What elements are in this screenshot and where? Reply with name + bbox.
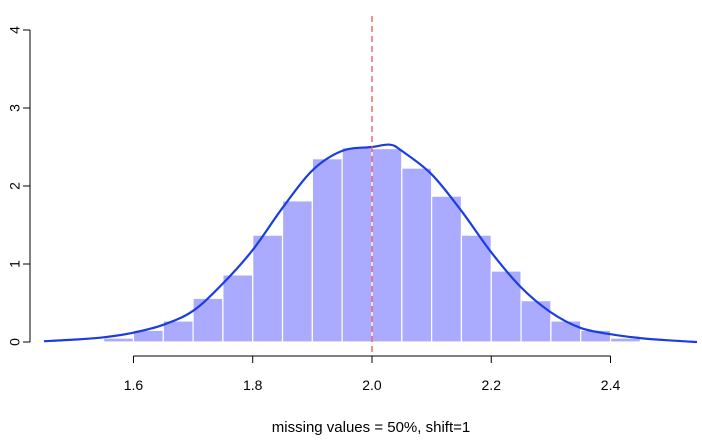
watermark-text: https://blog.csdn.net/qq_19600291: [481, 419, 696, 435]
x-axis: 1.6 1.8 2.0 2.2 2.4: [124, 355, 621, 393]
y-tick-label-2: 2: [7, 182, 23, 190]
histogram-bar-16: [580, 329, 612, 343]
histogram-bar-11: [431, 195, 463, 343]
density-curve: [43, 143, 698, 344]
x-tick-label-4: 2.4: [601, 377, 621, 393]
y-tick-label-3: 3: [7, 104, 23, 112]
histogram-bar-9: [371, 147, 403, 343]
x-axis-label: missing values = 50%, shift=1: [272, 419, 470, 436]
x-tick-label-1: 1.8: [243, 377, 263, 393]
histogram-bar-15: [550, 320, 582, 343]
histogram-bar-8: [341, 147, 373, 343]
histogram-bar-6: [281, 200, 313, 343]
x-tick-label-3: 2.2: [482, 377, 502, 393]
y-tick-label-1: 1: [7, 260, 23, 268]
histogram-bar-10: [401, 167, 433, 343]
histogram-bar-5: [252, 234, 284, 343]
y-tick-label-0: 0: [7, 338, 23, 346]
y-axis: 0 1 2 3 4: [7, 26, 31, 346]
x-tick-label-2: 2.0: [362, 377, 382, 393]
histogram-bar-3: [192, 297, 224, 343]
density-curve-layer: [43, 143, 698, 344]
y-tick-label-4: 4: [7, 26, 23, 34]
histogram-bar-0: [103, 337, 135, 343]
histogram-bar-7: [311, 158, 343, 343]
x-tick-label-0: 1.6: [124, 377, 144, 393]
histogram-bars: [103, 147, 641, 343]
histogram-bar-14: [520, 300, 552, 343]
histogram-bar-17: [609, 337, 641, 343]
histogram-bar-4: [222, 274, 254, 343]
histogram-bar-12: [460, 234, 492, 343]
